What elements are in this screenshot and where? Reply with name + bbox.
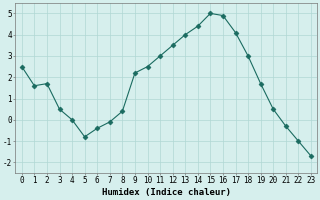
X-axis label: Humidex (Indice chaleur): Humidex (Indice chaleur) bbox=[102, 188, 231, 197]
